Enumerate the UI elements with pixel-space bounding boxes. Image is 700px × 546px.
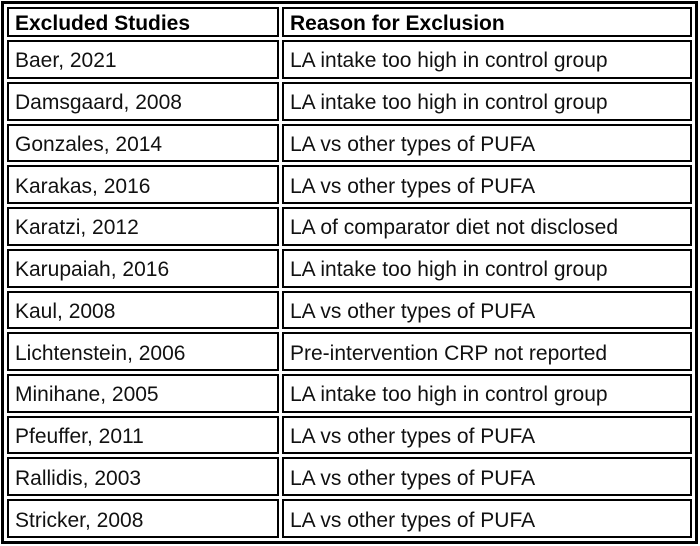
- table-header: Excluded Studies Reason for Exclusion: [7, 7, 692, 38]
- reason-cell: LA vs other types of PUFA: [282, 123, 692, 163]
- reason-cell: Pre-intervention CRP not reported: [282, 332, 692, 371]
- study-cell: Stricker, 2008: [7, 499, 279, 538]
- table-row: Minihane, 2005 LA intake too high in cont…: [7, 373, 692, 413]
- reason-cell: LA vs other types of PUFA: [282, 415, 692, 455]
- table-row: Karakas, 2016 LA vs other types of PUFA: [7, 165, 692, 205]
- study-cell: Baer, 2021: [7, 40, 279, 79]
- header-excluded-studies: Excluded Studies: [7, 7, 279, 38]
- study-cell: Minihane, 2005: [7, 373, 279, 413]
- table-row: Kaul, 2008 LA vs other types of PUFA: [7, 290, 692, 330]
- table-row: Stricker, 2008 LA vs other types of PUFA: [7, 499, 692, 538]
- table-row: Lichtenstein, 2006 Pre-intervention CRP n…: [7, 332, 692, 371]
- table-body: Baer, 2021 LA intake too high in control …: [7, 40, 692, 538]
- table-row: Karatzi, 2012 LA of comparator diet not d…: [7, 207, 692, 246]
- reason-cell: LA vs other types of PUFA: [282, 165, 692, 205]
- table-row: Pfeuffer, 2011 LA vs other types of PUFA: [7, 415, 692, 455]
- reason-cell: LA of comparator diet not disclosed: [282, 207, 692, 246]
- table-row: Baer, 2021 LA intake too high in control …: [7, 40, 692, 79]
- reason-cell: LA vs other types of PUFA: [282, 290, 692, 330]
- study-cell: Gonzales, 2014: [7, 123, 279, 163]
- study-cell: Pfeuffer, 2011: [7, 415, 279, 455]
- reason-cell: LA intake too high in control group: [282, 248, 692, 288]
- header-reason-for-exclusion: Reason for Exclusion: [282, 7, 692, 38]
- table-row: Rallidis, 2003 LA vs other types of PUFA: [7, 457, 692, 497]
- study-cell: Karupaiah, 2016: [7, 248, 279, 288]
- study-cell: Lichtenstein, 2006: [7, 332, 279, 371]
- table-row: Damsgaard, 2008 LA intake too high in con…: [7, 81, 692, 121]
- study-cell: Rallidis, 2003: [7, 457, 279, 497]
- table-row: Gonzales, 2014 LA vs other types of PUFA: [7, 123, 692, 163]
- study-cell: Karatzi, 2012: [7, 207, 279, 246]
- reason-cell: LA vs other types of PUFA: [282, 499, 692, 538]
- study-cell: Karakas, 2016: [7, 165, 279, 205]
- table-row: Karupaiah, 2016 LA intake too high in con…: [7, 248, 692, 288]
- reason-cell: LA intake too high in control group: [282, 373, 692, 413]
- study-cell: Damsgaard, 2008: [7, 81, 279, 121]
- header-row: Excluded Studies Reason for Exclusion: [7, 7, 692, 38]
- reason-cell: LA vs other types of PUFA: [282, 457, 692, 497]
- reason-cell: LA intake too high in control group: [282, 40, 692, 79]
- study-cell: Kaul, 2008: [7, 290, 279, 330]
- reason-cell: LA intake too high in control group: [282, 81, 692, 121]
